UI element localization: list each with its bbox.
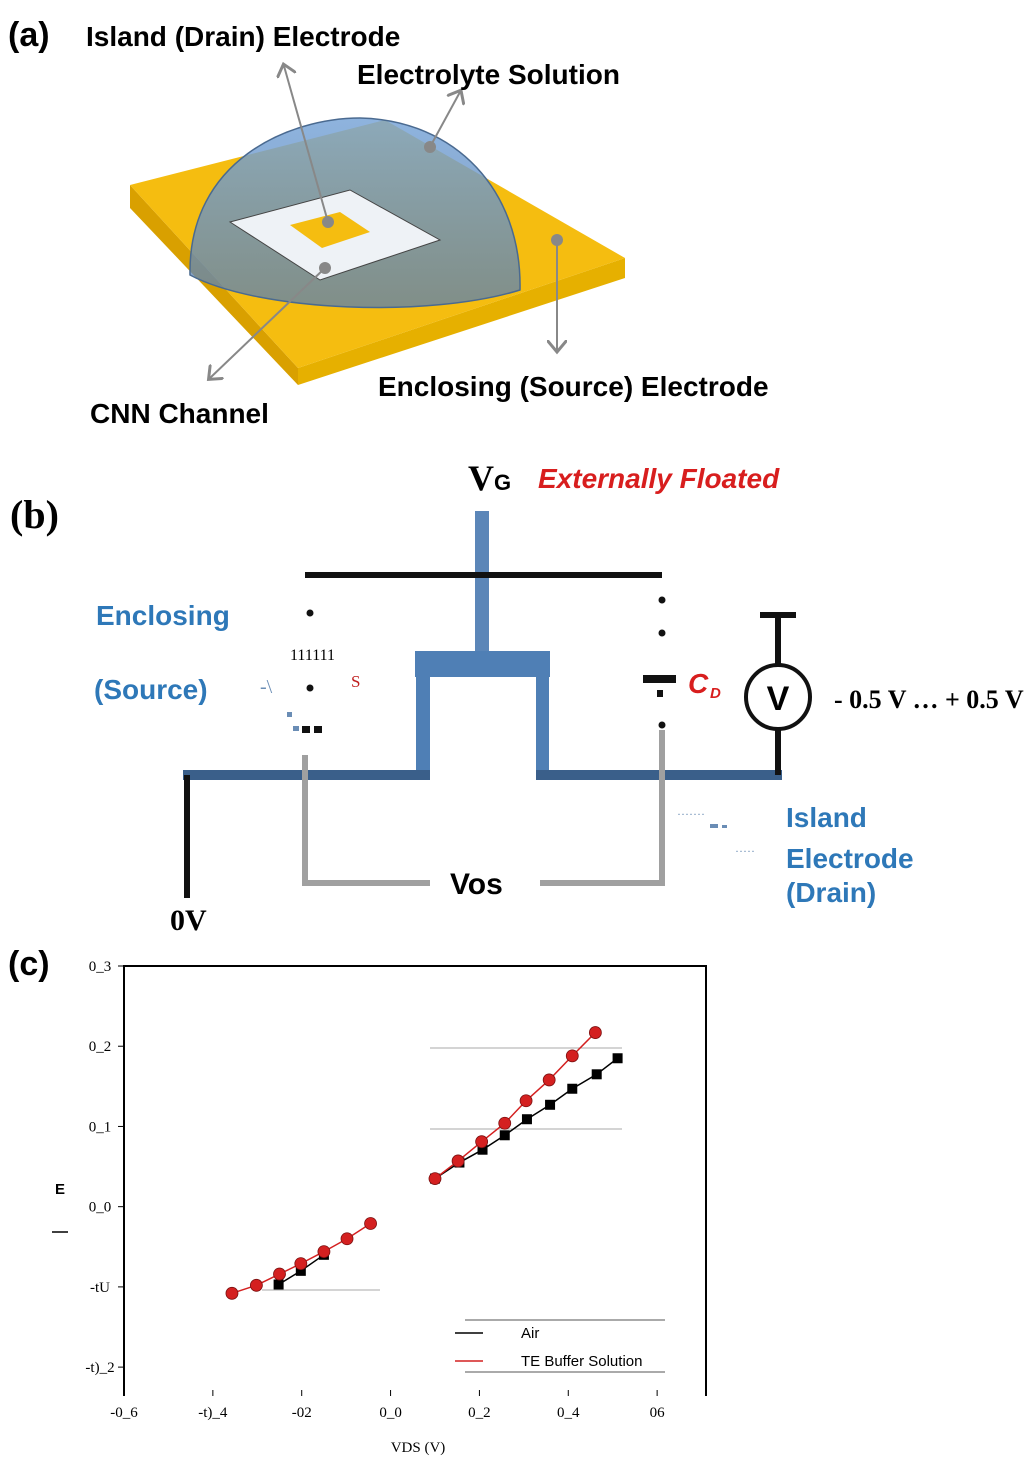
panel-a: (a) Island (Drain) Electrode Electrolyte… bbox=[8, 16, 769, 429]
series-line bbox=[232, 1033, 595, 1294]
dots-decor: ····· bbox=[735, 844, 755, 858]
y-tick-label: -t)_2 bbox=[85, 1360, 114, 1376]
marker bbox=[567, 1084, 577, 1094]
reference-lines bbox=[262, 1048, 665, 1372]
annotation: CNN Channel bbox=[90, 398, 269, 429]
vds-loop bbox=[305, 730, 662, 883]
gate-sub: G bbox=[494, 470, 511, 495]
panel-c: (c) VDS (V) E 0_3 0_2 0_1 0_0 -tU -t)_2 -0_6 -t… bbox=[8, 945, 706, 1456]
marker bbox=[566, 1050, 578, 1062]
marker bbox=[250, 1279, 262, 1291]
source-label: Enclosing bbox=[96, 600, 230, 631]
marker bbox=[499, 1117, 511, 1129]
x-tick-label: -t)_4 bbox=[198, 1405, 228, 1421]
panel-label: (b) bbox=[10, 492, 59, 537]
gate-label: V bbox=[468, 458, 494, 498]
annotation: Island (Drain) Electrode bbox=[86, 21, 400, 52]
y-tick-label: 0_2 bbox=[89, 1039, 112, 1055]
marker bbox=[429, 1173, 441, 1185]
annotation: Electrolyte Solution bbox=[357, 59, 620, 90]
x-axis-label: VDS (V) bbox=[391, 1440, 446, 1456]
legend-label: TE Buffer Solution bbox=[521, 1353, 642, 1370]
gate-line bbox=[475, 511, 489, 655]
y-tick-label: 0_1 bbox=[89, 1119, 112, 1135]
dots-decor: ······· bbox=[677, 807, 705, 821]
y-tick-label: 0_0 bbox=[89, 1200, 112, 1216]
x-tick-label: -02 bbox=[292, 1405, 312, 1421]
marker bbox=[365, 1218, 377, 1230]
drain-label: (Drain) bbox=[786, 877, 876, 908]
source-s: S bbox=[351, 672, 360, 691]
marker bbox=[543, 1074, 555, 1086]
marker bbox=[545, 1100, 555, 1110]
marker bbox=[226, 1287, 238, 1299]
marker bbox=[592, 1069, 602, 1079]
meter-label: V bbox=[767, 680, 790, 718]
panel-label: (a) bbox=[8, 16, 50, 54]
sweep-label: - 0.5 V … + 0.5 V bbox=[834, 685, 1024, 714]
x-tick-label: 0_4 bbox=[557, 1405, 580, 1421]
figure: (a) Island (Drain) Electrode Electrolyte… bbox=[0, 0, 1035, 1457]
x-tick-label: 06 bbox=[650, 1405, 666, 1421]
annotation: Enclosing (Source) Electrode bbox=[378, 371, 769, 402]
marker bbox=[273, 1268, 285, 1280]
marker bbox=[274, 1279, 284, 1289]
marker bbox=[476, 1136, 488, 1148]
vds-label: Vos bbox=[450, 868, 503, 901]
panel-label: (c) bbox=[8, 945, 50, 983]
marker bbox=[589, 1027, 601, 1039]
y-tick-label: 0_3 bbox=[89, 959, 112, 975]
x-tick-label: 0_0 bbox=[379, 1405, 402, 1421]
marker bbox=[318, 1246, 330, 1258]
gate-note: Externally Floated bbox=[538, 463, 780, 494]
x-tick-label: 0_2 bbox=[468, 1405, 491, 1421]
frame bbox=[124, 966, 706, 1396]
capacitor-sub: D bbox=[710, 685, 721, 702]
legend-label: Air bbox=[521, 1325, 539, 1342]
drain-label: Island bbox=[786, 802, 867, 833]
capacitor-label: C bbox=[688, 668, 709, 699]
marker bbox=[613, 1053, 623, 1063]
source-label: (Source) bbox=[94, 674, 208, 705]
gate-plate bbox=[415, 651, 550, 677]
marker bbox=[295, 1258, 307, 1270]
source-marks: 111111 bbox=[290, 647, 335, 664]
source-glyph: -\ bbox=[260, 676, 273, 698]
ground-label: 0V bbox=[170, 904, 207, 937]
drain-label: Electrode bbox=[786, 843, 914, 874]
y-tick-label: -tU bbox=[90, 1280, 110, 1296]
drain-leg bbox=[536, 677, 549, 780]
marker bbox=[500, 1130, 510, 1140]
x-tick-label: -0_6 bbox=[110, 1405, 138, 1421]
marker bbox=[341, 1233, 353, 1245]
y-axis-label: E bbox=[55, 1181, 65, 1198]
marker bbox=[522, 1114, 532, 1124]
marker bbox=[520, 1095, 532, 1107]
panel-b: ······· ····· (b) V G Externally Floated… bbox=[10, 458, 1024, 937]
marker bbox=[452, 1155, 464, 1167]
source-leg bbox=[416, 677, 430, 780]
